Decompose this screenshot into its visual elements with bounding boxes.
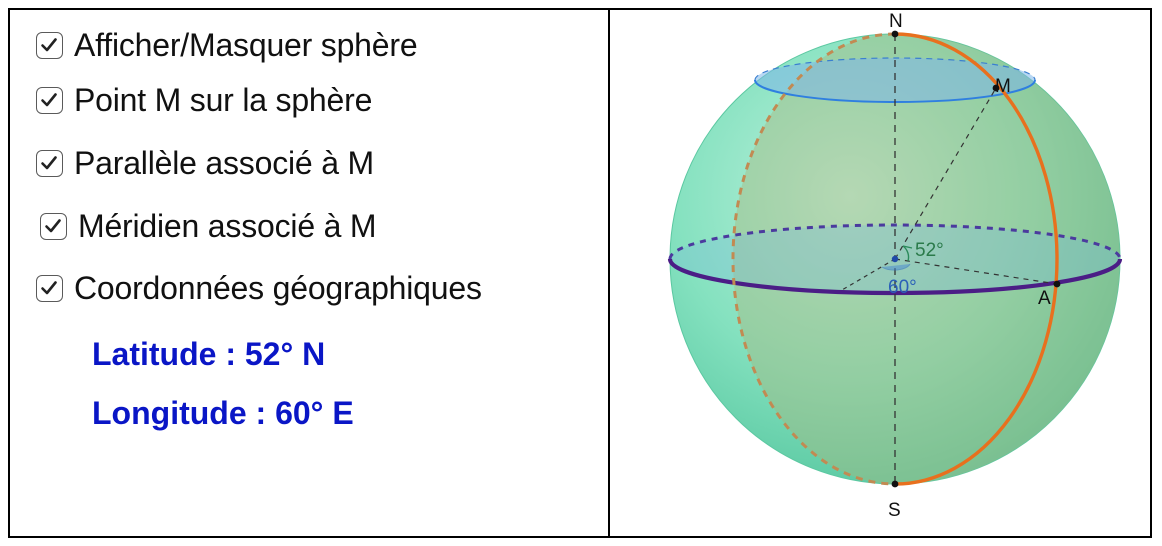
parallel-back xyxy=(754,57,1036,81)
checkmark-icon xyxy=(41,281,57,295)
radius-to-m xyxy=(894,87,997,260)
globe-view[interactable]: N S M A 52° 60° xyxy=(610,10,1150,536)
longitude-angle-label: 60° xyxy=(888,277,917,298)
radius-to-a xyxy=(894,258,1058,285)
table-frame: Afficher/Masquer sphère Point M sur la s… xyxy=(8,8,1152,538)
checkbox-meridian[interactable]: Méridien associé à M xyxy=(40,208,377,245)
longitude-angle-arc xyxy=(881,263,911,271)
south-pole-point[interactable] xyxy=(891,480,899,488)
radius-to-origin xyxy=(841,258,896,291)
checkbox-label: Point M sur la sphère xyxy=(74,82,373,118)
checkbox-box[interactable] xyxy=(40,213,67,240)
checkbox-label: Coordonnées géographiques xyxy=(74,270,482,306)
north-pole-point[interactable] xyxy=(891,30,899,38)
longitude-text: Longitude : 60° E xyxy=(92,395,354,431)
checkbox-label: Afficher/Masquer sphère xyxy=(74,27,418,63)
checkbox-label: Parallèle associé à M xyxy=(74,145,374,181)
point-a[interactable] xyxy=(1053,280,1061,288)
checkbox-box[interactable] xyxy=(36,87,63,114)
checkmark-icon xyxy=(41,93,57,107)
point-m-label: M xyxy=(995,76,1011,97)
checkbox-geo-coordinates[interactable]: Coordonnées géographiques xyxy=(36,270,482,307)
meridian-back xyxy=(731,32,896,486)
checkbox-box[interactable] xyxy=(36,150,63,177)
point-a-label: A xyxy=(1038,288,1051,309)
north-label: N xyxy=(889,11,903,32)
south-label: S xyxy=(888,500,901,521)
checkbox-show-sphere[interactable]: Afficher/Masquer sphère xyxy=(36,27,418,64)
checkbox-label: Méridien associé à M xyxy=(78,208,377,244)
latitude-angle-tick xyxy=(902,245,913,249)
point-m[interactable] xyxy=(992,84,1000,92)
latitude-angle-label: 52° xyxy=(915,240,944,261)
controls-panel: Afficher/Masquer sphère Point M sur la s… xyxy=(10,10,610,536)
checkmark-icon xyxy=(45,219,61,233)
checkbox-parallel[interactable]: Parallèle associé à M xyxy=(36,145,374,182)
checkbox-box[interactable] xyxy=(36,275,63,302)
checkbox-point-m[interactable]: Point M sur la sphère xyxy=(36,82,372,119)
meridian-front xyxy=(894,32,1059,486)
equator-back xyxy=(668,223,1122,260)
center-point[interactable] xyxy=(891,255,899,263)
checkmark-icon xyxy=(41,156,57,170)
meridian-hemisphere xyxy=(733,34,1120,484)
equator-front xyxy=(667,258,1123,296)
checkmark-icon xyxy=(41,38,57,52)
globe-canvas[interactable]: N S M A 52° 60° xyxy=(610,10,1150,536)
latitude-text: Latitude : 52° N xyxy=(92,336,326,372)
checkbox-box[interactable] xyxy=(36,32,63,59)
